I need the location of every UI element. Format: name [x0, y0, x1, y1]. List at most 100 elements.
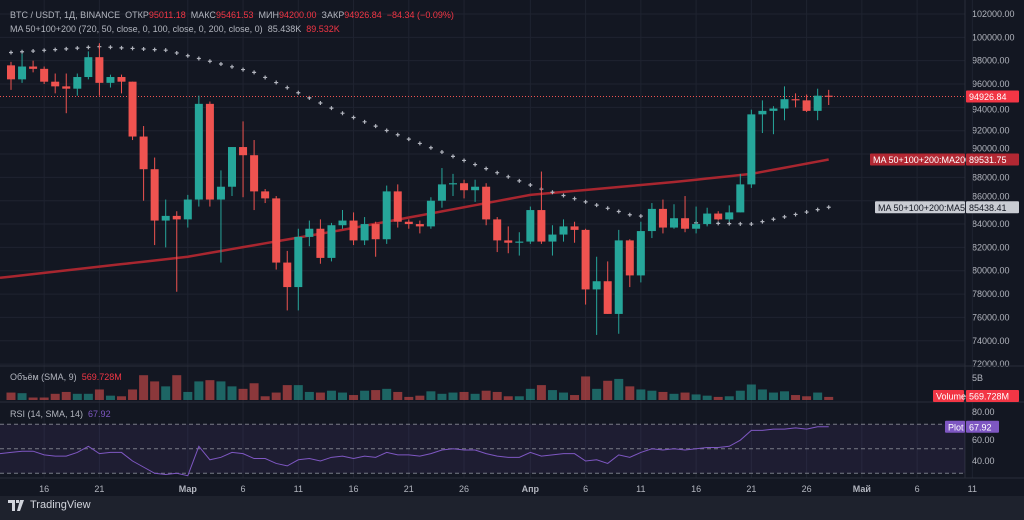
ma50-dot [207, 59, 212, 64]
candle-body [360, 224, 369, 241]
ma50-dot [340, 111, 345, 116]
brand-name: TradingView [30, 499, 91, 511]
volume-legend[interactable]: Объём (SMA, 9) 569.728M [10, 372, 122, 382]
volume-bar [50, 393, 60, 400]
ma50-dot [473, 162, 478, 167]
candle-body [338, 220, 347, 226]
time-tick: 6 [915, 484, 920, 494]
volume-bar [249, 383, 259, 400]
rsi-legend-value: 67.92 [88, 409, 111, 419]
ma50-dot [550, 190, 555, 195]
rsi-band-fill [0, 424, 965, 474]
volume-value-label: 569.728M [969, 392, 1009, 402]
volume-bar [315, 392, 325, 400]
volume-bar [371, 390, 381, 400]
volume-bar [415, 395, 425, 400]
symbol-title[interactable]: BTC / USDT, 1Д, BINANCE [10, 10, 121, 20]
price-tick: 84000.00 [972, 219, 1010, 229]
ma50-value-label: 85438.41 [969, 203, 1007, 213]
rsi-line [0, 426, 829, 477]
ma50-dot [804, 210, 809, 215]
ma-legend[interactable]: MA 50+100+200 (720, 50, close, 0, 100, c… [10, 24, 340, 34]
volume-bar [28, 397, 38, 400]
rsi-tick: 60.00 [972, 435, 995, 445]
price-tick: 80000.00 [972, 266, 1010, 276]
candle-body [758, 110, 767, 115]
candle-body [228, 147, 236, 187]
volume-bar [813, 392, 823, 400]
price-tick: 100000.00 [972, 32, 1015, 42]
volume-name-label-bg [933, 390, 964, 402]
open-value: 95011.18 [148, 10, 186, 20]
candle-body [239, 147, 248, 156]
ma50-dot [484, 166, 489, 171]
candle-body [194, 103, 203, 200]
volume-bar [547, 390, 557, 400]
ma50-name-label-bg [875, 201, 965, 214]
ma50-dot [793, 212, 798, 217]
candle-body [272, 198, 281, 263]
ma50-dot [782, 214, 787, 219]
ma50-dot [373, 124, 378, 129]
candle-body [504, 240, 513, 243]
ma200-value: 89.532K [306, 24, 340, 34]
candle-body [581, 229, 590, 290]
volume-bar [183, 391, 193, 400]
ma50-dot [561, 193, 566, 198]
candle-body [725, 212, 734, 220]
ma50-dot [815, 207, 820, 212]
volume-bar [382, 388, 392, 400]
ma50-dot [53, 47, 58, 52]
candle-body [802, 100, 811, 111]
price-tick: 88000.00 [972, 172, 1010, 182]
volume-bar [205, 380, 215, 400]
volume-bar [713, 396, 723, 400]
time-tick: Мар [179, 484, 198, 494]
volume-bar [172, 375, 182, 400]
ma50-dot [285, 85, 290, 90]
candle-body [349, 220, 358, 241]
volume-bar [592, 388, 602, 400]
ma50-dot [152, 47, 157, 52]
rsi-legend[interactable]: RSI (14, SMA, 14) 67.92 [10, 409, 111, 419]
price-tick: 92000.00 [972, 126, 1010, 136]
price-tick: 98000.00 [972, 56, 1010, 66]
ma50-dot [572, 196, 577, 201]
candle-body [404, 221, 413, 225]
last-price-label: 94926.84 [969, 92, 1007, 102]
ma50-dot [218, 62, 223, 67]
ma50-dot [351, 115, 356, 120]
time-tick: 16 [691, 484, 701, 494]
candle-body [614, 240, 623, 314]
volume-bar [39, 397, 49, 400]
chart-canvas[interactable]: 102000.00 100000.00 98000.00 96000.00 94000.… [0, 0, 1024, 496]
ma50-dot [108, 45, 113, 50]
volume-bar [459, 391, 469, 400]
ma50-dot [826, 205, 831, 210]
candle-body [769, 108, 778, 111]
volume-bar [824, 396, 834, 400]
tradingview-logo[interactable]: TradingView [8, 499, 91, 511]
volume-bar [304, 391, 314, 400]
open-label: ОТКР [125, 10, 149, 20]
chart-area[interactable]: 102000.00 100000.00 98000.00 96000.00 94000.… [0, 0, 1024, 496]
candle-body [393, 191, 402, 222]
candle-body [548, 234, 557, 242]
ma50-name-label: MA 50+100+200:MA50 [878, 203, 970, 213]
ma200-value-label-bg [966, 153, 1019, 166]
volume-bar [128, 389, 138, 400]
ma50-dot [439, 150, 444, 155]
volume-bar [83, 393, 93, 400]
candle-body [40, 68, 49, 82]
candle-body [250, 155, 259, 192]
candle-body [73, 77, 82, 89]
time-tick: 26 [459, 484, 469, 494]
volume-bar [768, 392, 778, 400]
ma50-dot [31, 49, 36, 54]
candle-body [106, 77, 115, 83]
ma50-dot [163, 48, 168, 53]
ma50-dot [462, 158, 467, 163]
candle-body [150, 169, 159, 221]
ma50-dot [451, 154, 455, 159]
candle-body [261, 191, 270, 199]
